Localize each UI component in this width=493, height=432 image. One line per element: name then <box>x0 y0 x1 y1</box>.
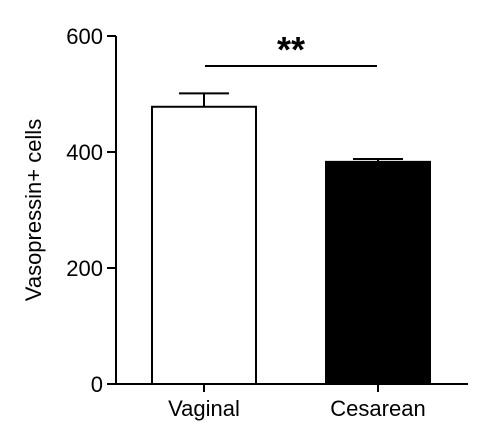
y-tick-label: 600 <box>66 24 103 49</box>
bar-cesarean <box>325 160 431 385</box>
y-tick-label: 200 <box>66 256 103 281</box>
significance-annotation: ** <box>205 29 377 70</box>
y-tick-label: 400 <box>66 140 103 165</box>
x-tick-label: Cesarean <box>330 396 425 421</box>
x-tick-label: Vaginal <box>168 396 240 421</box>
y-tick-label: 0 <box>91 372 103 397</box>
bars <box>151 92 431 385</box>
bar-vaginal <box>151 105 257 385</box>
y-axis-label: Vasopressin+ cells <box>21 119 46 301</box>
significance-label: ** <box>277 29 305 70</box>
x-axis: Vaginal Cesarean <box>115 383 468 421</box>
y-axis: 0 200 400 600 <box>66 24 117 397</box>
